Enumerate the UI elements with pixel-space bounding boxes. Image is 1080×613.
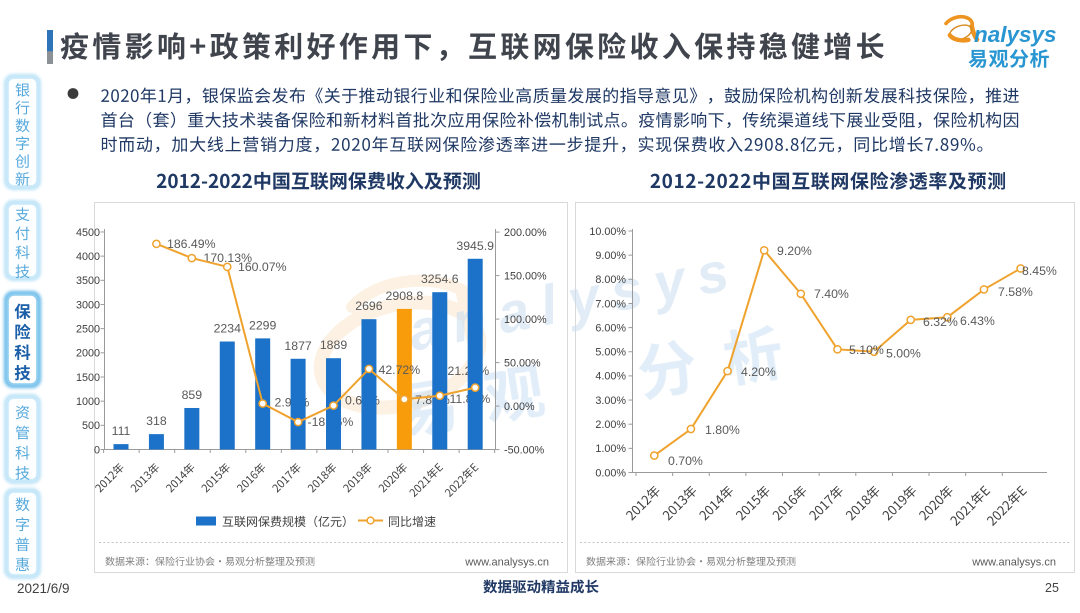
svg-text:318: 318 (146, 414, 167, 428)
svg-text:5.10%: 5.10% (849, 343, 884, 357)
svg-text:nalysys: nalysys (974, 22, 1057, 47)
svg-text:2299: 2299 (249, 318, 277, 332)
svg-text:1889: 1889 (320, 338, 348, 352)
svg-text:www.analysys.cn: www.analysys.cn (464, 557, 549, 569)
svg-text:8.45%: 8.45% (1022, 264, 1057, 278)
svg-text:4.20%: 4.20% (741, 365, 776, 379)
svg-text:111: 111 (112, 424, 131, 438)
svg-text:170.13%: 170.13% (204, 251, 253, 265)
svg-text:500: 500 (82, 420, 100, 432)
svg-text:8.00%: 8.00% (595, 274, 626, 286)
svg-text:2908.8: 2908.8 (386, 289, 424, 303)
svg-text:2500: 2500 (76, 323, 100, 335)
svg-text:9.20%: 9.20% (777, 244, 812, 258)
svg-text:50.00%: 50.00% (504, 357, 541, 369)
svg-text:3500: 3500 (76, 275, 100, 287)
svg-text:www.analysys.cn: www.analysys.cn (971, 557, 1056, 569)
svg-text:9.00%: 9.00% (595, 250, 626, 262)
svg-text:859: 859 (182, 388, 203, 402)
svg-text:2021/6/9: 2021/6/9 (17, 581, 70, 596)
svg-text:1877: 1877 (284, 339, 312, 353)
svg-text:10.00%: 10.00% (589, 226, 626, 238)
svg-text:6.43%: 6.43% (960, 314, 995, 328)
svg-text:7.40%: 7.40% (814, 287, 849, 301)
svg-text:1000: 1000 (76, 396, 100, 408)
svg-text:2234: 2234 (214, 322, 242, 336)
svg-text:6.00%: 6.00% (595, 322, 626, 334)
svg-text:0.00%: 0.00% (595, 467, 626, 479)
svg-text:2696: 2696 (355, 299, 383, 313)
svg-text:7.00%: 7.00% (595, 298, 626, 310)
svg-text:7.58%: 7.58% (998, 285, 1033, 299)
svg-text:0.70%: 0.70% (668, 454, 703, 468)
svg-text:3254.6: 3254.6 (421, 272, 459, 286)
svg-text:3000: 3000 (76, 299, 100, 311)
svg-text:2.00%: 2.00% (595, 419, 626, 431)
svg-text:1500: 1500 (76, 372, 100, 384)
svg-text:100.00%: 100.00% (504, 314, 547, 326)
svg-text:4.00%: 4.00% (595, 371, 626, 383)
svg-text:0.00%: 0.00% (504, 401, 535, 413)
svg-text:0: 0 (94, 444, 100, 456)
svg-text:200.00%: 200.00% (504, 227, 547, 239)
svg-text:3.00%: 3.00% (595, 395, 626, 407)
svg-text:4000: 4000 (76, 251, 100, 263)
svg-text:25: 25 (1045, 581, 1059, 595)
svg-text:1.00%: 1.00% (595, 443, 626, 455)
svg-text:6.32%: 6.32% (923, 315, 958, 329)
svg-text:2000: 2000 (76, 348, 100, 360)
svg-text:4500: 4500 (76, 227, 100, 239)
svg-text:150.00%: 150.00% (504, 270, 547, 282)
svg-text:1.80%: 1.80% (705, 423, 740, 437)
svg-text:5.00%: 5.00% (886, 347, 921, 361)
svg-text:5.00%: 5.00% (595, 347, 626, 359)
svg-text:160.07%: 160.07% (238, 260, 287, 274)
svg-text:42.72%: 42.72% (379, 363, 421, 377)
svg-text:186.49%: 186.49% (167, 237, 216, 251)
svg-text:3945.9: 3945.9 (456, 239, 494, 253)
svg-text:-50.00%: -50.00% (504, 444, 545, 456)
